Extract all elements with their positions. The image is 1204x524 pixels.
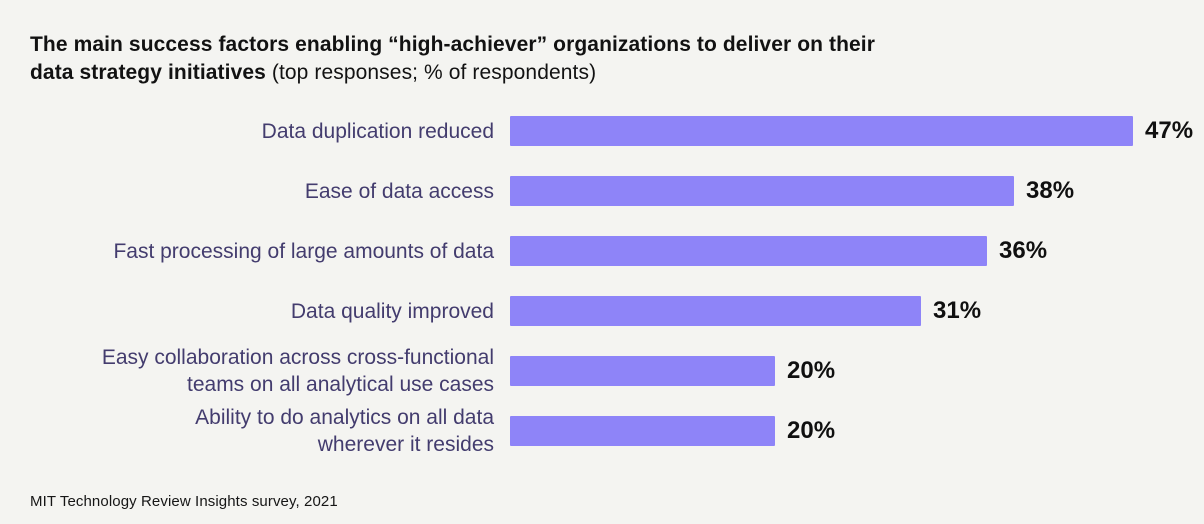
bar-label: Ability to do analytics on all data where…: [0, 404, 510, 458]
chart-title-subtitle: (top responses; % of respondents): [265, 61, 597, 84]
bar-value-label: 20%: [787, 417, 836, 444]
chart-row: Ease of data access 38%: [0, 161, 1204, 221]
bar: [510, 296, 921, 326]
bar-label: Data quality improved: [0, 298, 510, 325]
bar: [510, 176, 1014, 206]
bar-value-label: 20%: [787, 357, 836, 384]
bar-label: Data duplication reduced: [0, 118, 510, 145]
bar-value-label: 36%: [999, 237, 1048, 264]
bar-label-line: Data quality improved: [290, 299, 494, 323]
bar-label-line: wherever it resides: [317, 433, 494, 456]
bar-value-label: 38%: [1026, 177, 1075, 204]
bar-label: Ease of data access: [0, 178, 510, 205]
bar-label-line: Easy collaboration across cross-function…: [101, 346, 494, 369]
chart-row: Ability to do analytics on all data where…: [0, 401, 1204, 461]
bar-label: Fast processing of large amounts of data: [0, 238, 510, 265]
chart-row: Easy collaboration across cross-function…: [0, 341, 1204, 401]
chart-row: Data duplication reduced 47%: [0, 101, 1204, 161]
chart-row: Fast processing of large amounts of data…: [0, 221, 1204, 281]
bar: [510, 236, 987, 266]
bar-label: Easy collaboration across cross-function…: [0, 344, 510, 398]
bar-label-line: teams on all analytical use cases: [187, 373, 494, 396]
chart-row: Data quality improved 31%: [0, 281, 1204, 341]
bar-label-line: Data duplication reduced: [261, 119, 494, 143]
bar-value-label: 47%: [1145, 117, 1194, 144]
chart-title-line2-bold: data strategy initiatives: [30, 61, 266, 84]
bar-label-line: Ability to do analytics on all data: [195, 406, 494, 429]
bar-label-line: Ease of data access: [304, 179, 494, 203]
bar-value-label: 31%: [933, 297, 982, 324]
chart-title-line1: The main success factors enabling “high-…: [30, 33, 875, 56]
bar-label-line: Fast processing of large amounts of data: [113, 239, 494, 263]
bar-chart: Data duplication reduced 47% Ease of data …: [0, 101, 1204, 461]
bar: [510, 116, 1133, 146]
source-note: MIT Technology Review Insights survey, 2…: [30, 493, 338, 510]
bar: [510, 356, 775, 386]
bar: [510, 416, 775, 446]
chart-title: The main success factors enabling “high-…: [30, 31, 1030, 87]
